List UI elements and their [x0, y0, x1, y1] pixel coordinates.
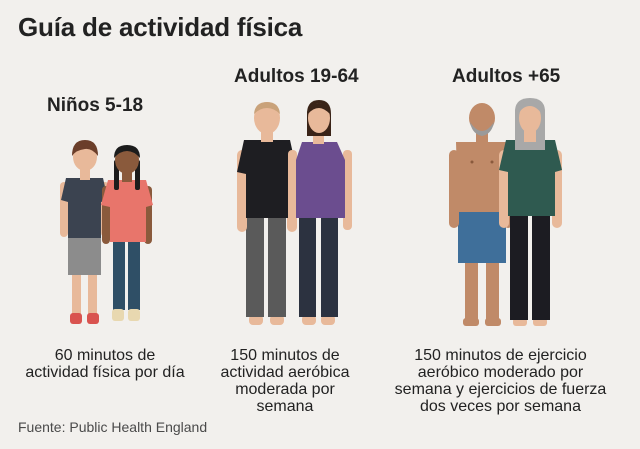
group-description-children: 60 minutos de actividad física por día [10, 347, 200, 381]
description-line: actividad aeróbica [220, 364, 350, 381]
description-line: 150 minutos de [230, 347, 340, 364]
source-note: Fuente: Public Health England [18, 419, 208, 435]
description-line: aeróbico moderado por [417, 364, 584, 381]
group-label-adults: Adultos 19-64 [234, 66, 359, 87]
description-line: 60 minutos de [54, 347, 156, 364]
description-line: 150 minutos de ejercicio [414, 347, 587, 364]
description-line: dos veces por semana [420, 398, 581, 415]
girl-figure [101, 145, 153, 321]
infographic-title: Guía de actividad física [18, 12, 303, 42]
senior-woman-figure [499, 98, 562, 326]
description-line: semana [256, 398, 314, 415]
adult-woman-figure [288, 100, 352, 325]
boy-figure [60, 140, 109, 324]
description-line: moderada por [235, 381, 335, 398]
group-label-seniors: Adultos +65 [452, 66, 561, 87]
group-description-adults: 150 minutos de actividad aeróbica modera… [205, 347, 365, 415]
description-line: actividad física por día [25, 364, 185, 381]
description-line: semana y ejercicios de fuerza [394, 381, 607, 398]
group-label-children: Niños 5-18 [47, 95, 144, 116]
group-description-seniors: 150 minutos de ejercicio aeróbico modera… [383, 347, 618, 415]
